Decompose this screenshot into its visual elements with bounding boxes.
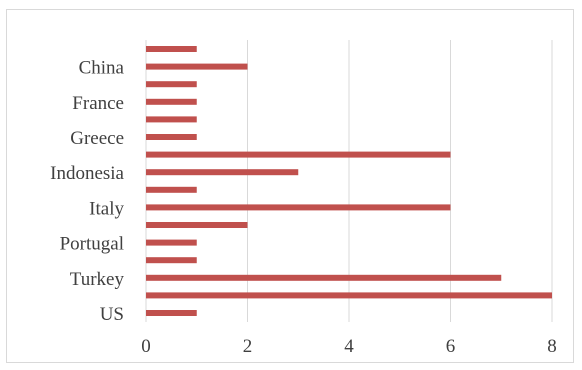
bar-row-0 xyxy=(146,46,197,52)
bar-row-10 xyxy=(146,222,248,228)
x-tick-label: 0 xyxy=(141,336,151,357)
bar-row-12 xyxy=(146,257,197,264)
category-label: Portugal xyxy=(60,234,124,255)
bar-row-4 xyxy=(146,116,197,123)
category-label: France xyxy=(72,93,124,114)
bar-row-2 xyxy=(146,81,197,88)
category-label: Italy xyxy=(89,198,124,219)
x-tick-labels: 0 2 4 6 8 xyxy=(141,336,557,357)
bar-row-15 xyxy=(146,310,197,316)
bar-row-14 xyxy=(146,292,552,299)
bar-row-7 xyxy=(146,169,299,176)
bar-row-9 xyxy=(146,204,451,211)
chart-frame xyxy=(6,9,574,363)
x-tick-label: 8 xyxy=(547,336,557,357)
category-label: Turkey xyxy=(70,269,125,290)
bar-row-3 xyxy=(146,98,197,105)
category-label: China xyxy=(79,58,125,79)
bar-row-8 xyxy=(146,186,197,193)
x-tick-label: 2 xyxy=(243,336,253,357)
category-labels: China France Greece Indonesia Italy Portugal T… xyxy=(50,58,124,325)
category-label: Greece xyxy=(70,128,124,149)
bar-row-1 xyxy=(146,63,248,70)
x-tick-label: 6 xyxy=(446,336,456,357)
bar-row-13 xyxy=(146,274,502,281)
bar-layer xyxy=(146,46,552,316)
bar-row-11 xyxy=(146,239,197,246)
bar-row-5 xyxy=(146,134,197,140)
category-label: US xyxy=(100,304,124,325)
category-label: Indonesia xyxy=(50,163,124,184)
bar-row-6 xyxy=(146,151,451,158)
x-tick-label: 4 xyxy=(344,336,354,357)
